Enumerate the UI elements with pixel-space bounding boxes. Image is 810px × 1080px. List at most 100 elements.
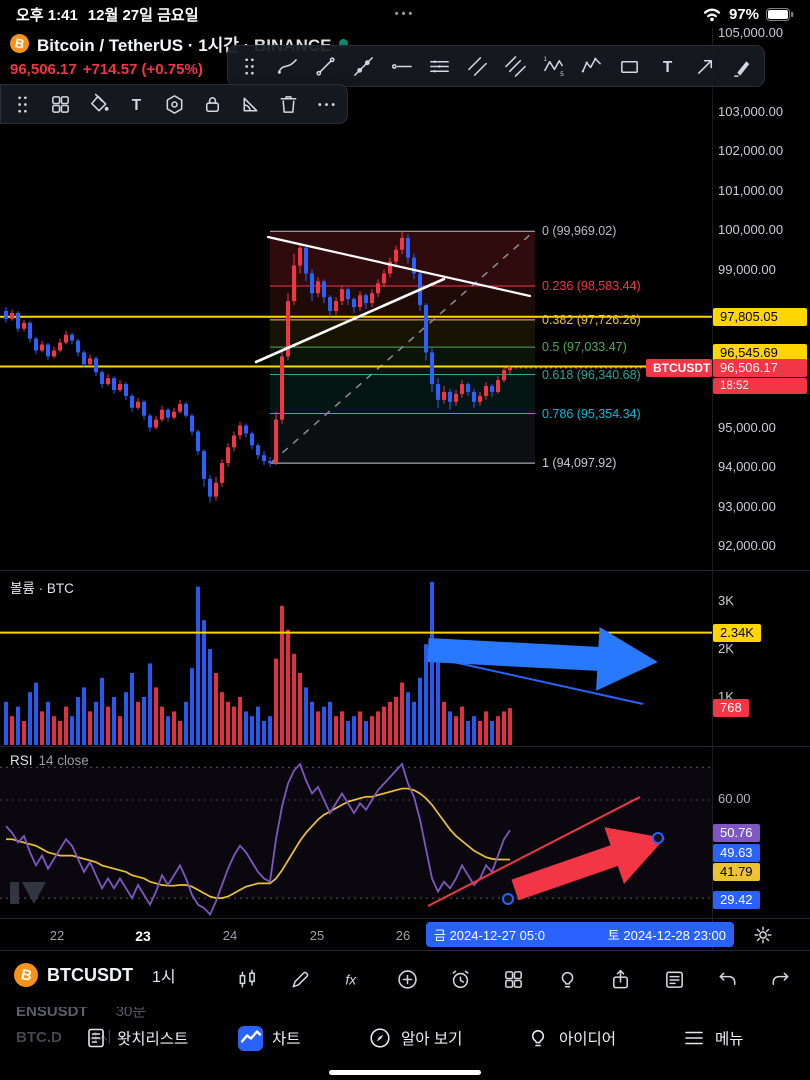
rsi-title-text: RSI — [10, 753, 33, 768]
svg-text:fx: fx — [346, 971, 358, 987]
drawing-toolbar-edit[interactable]: T — [0, 84, 348, 124]
angle-icon[interactable] — [231, 85, 269, 123]
interval-button[interactable]: 1시 — [152, 969, 176, 986]
tab-label: 아이디어 — [559, 1031, 617, 1048]
status-bar: 오후 1:41 12월 27일 금요일 ••• 97% — [0, 0, 810, 28]
news-icon[interactable] — [659, 960, 689, 998]
chartline-icon — [239, 1026, 263, 1050]
tab-watchlist[interactable]: 왓치리스트 — [84, 1020, 188, 1056]
bitcoin-logo-icon: B — [14, 963, 38, 987]
market-status-dot — [339, 39, 349, 48]
watchlist-peek-row[interactable]: ENSUSDT 30분 — [16, 1000, 146, 1021]
plus-icon[interactable] — [392, 960, 422, 998]
settings-hexagon-icon[interactable] — [155, 85, 193, 123]
tab-idea[interactable]: 아이디어 — [526, 1020, 616, 1056]
grid-layout-icon[interactable] — [41, 85, 79, 123]
rsi-subtitle-text: 14 close — [38, 753, 89, 768]
brush-icon[interactable] — [268, 47, 306, 85]
rsi-arrow-drawing[interactable] — [511, 827, 665, 901]
arrow-icon[interactable] — [686, 47, 724, 85]
wifi-icon — [703, 8, 721, 22]
extended-line-icon[interactable] — [344, 47, 382, 85]
explore-icon — [368, 1026, 392, 1050]
status-right: 97% — [702, 6, 794, 23]
tab-menu[interactable]: 메뉴 — [682, 1020, 744, 1056]
rsi-band — [0, 767, 712, 899]
rsi-trend-line[interactable] — [427, 796, 641, 907]
tradingview-watermark — [10, 882, 46, 904]
tab-explore[interactable]: 알아 보기 — [368, 1020, 462, 1056]
tab-chartline[interactable]: 차트 — [238, 1020, 301, 1056]
gear-icon — [752, 924, 774, 946]
rectangle-icon[interactable] — [610, 47, 648, 85]
undo-icon[interactable] — [713, 960, 743, 998]
candlesticks — [4, 231, 512, 503]
clock: 오후 1:41 — [16, 6, 78, 24]
volume-bars — [4, 581, 512, 745]
last-price: 96,506.17 — [10, 61, 77, 78]
axis-settings-button[interactable] — [752, 924, 774, 946]
trash-icon[interactable] — [269, 85, 307, 123]
peek-symbol: BTC.D — [16, 1029, 62, 1046]
drawing-anchor-handle[interactable] — [502, 893, 514, 905]
layout-icon[interactable] — [499, 960, 529, 998]
idea-icon — [526, 1026, 550, 1050]
tab-label: 메뉴 — [715, 1031, 744, 1048]
text-color-icon[interactable]: T — [117, 85, 155, 123]
volume-title-text: 볼륨 · BTC — [10, 581, 74, 596]
status-left: 오후 1:41 12월 27일 금요일 — [16, 4, 209, 25]
chart-bottom-toolbar: B BTCUSDT 1시 fx — [0, 951, 810, 1007]
idea-icon[interactable] — [552, 960, 582, 998]
alert-icon[interactable] — [446, 960, 476, 998]
volume-pane-title[interactable]: 볼륨 · BTC — [10, 577, 74, 597]
drag-handle-icon[interactable] — [230, 47, 268, 85]
trend-line-drawing[interactable] — [254, 277, 446, 364]
share-icon[interactable] — [606, 960, 636, 998]
selected-time-range[interactable]: 금 2024-12-27 05:0 토 2024-12-28 23:00 — [426, 922, 734, 947]
battery-icon — [766, 7, 794, 21]
marker-icon[interactable] — [724, 47, 762, 85]
tab-label: 알아 보기 — [401, 1031, 463, 1048]
trend-line-icon[interactable] — [306, 47, 344, 85]
lock-icon[interactable] — [193, 85, 231, 123]
range-start: 금 2024-12-27 05:0 — [434, 928, 545, 943]
svg-text:T: T — [662, 58, 672, 75]
horizontal-ray-icon[interactable] — [382, 47, 420, 85]
fib-retracement[interactable] — [270, 230, 535, 464]
text-icon[interactable]: T — [648, 47, 686, 85]
draw-icon[interactable] — [285, 960, 315, 998]
symbol-switcher[interactable]: B BTCUSDT 1시 — [14, 963, 176, 987]
volume-arrow-drawing[interactable] — [427, 627, 658, 691]
multi-channel-icon[interactable] — [496, 47, 534, 85]
more-options-icon[interactable] — [307, 85, 345, 123]
horizontal-lines-icon[interactable] — [420, 47, 458, 85]
rsi-pane-title[interactable]: RSI 14 close — [10, 753, 89, 768]
multitask-dots-icon: ••• — [394, 8, 416, 20]
time-axis-tick: 25 — [309, 928, 325, 943]
elliott-wave-icon[interactable] — [572, 47, 610, 85]
menu-icon — [682, 1026, 706, 1050]
battery-percent: 97% — [728, 5, 759, 23]
watchlist-icon — [84, 1026, 108, 1050]
candles-icon[interactable] — [232, 960, 262, 998]
time-axis-tick: 26 — [395, 928, 411, 943]
drawing-anchor-handle[interactable] — [652, 832, 664, 844]
paint-bucket-icon[interactable] — [79, 85, 117, 123]
trend-line-drawing[interactable] — [266, 235, 532, 298]
home-indicator[interactable] — [329, 1070, 481, 1075]
redo-icon[interactable] — [766, 960, 796, 998]
svg-text:5: 5 — [560, 71, 564, 78]
toolbar-icons: fx — [232, 960, 796, 998]
range-end: 토 2024-12-28 23:00 — [607, 928, 726, 943]
bitcoin-logo-icon: B — [10, 34, 29, 53]
svg-text:1: 1 — [543, 55, 547, 62]
parallel-channel-icon[interactable] — [458, 47, 496, 85]
fx-icon[interactable]: fx — [339, 960, 369, 998]
drag-handle-icon[interactable] — [3, 85, 41, 123]
time-axis-tick: 24 — [222, 928, 238, 943]
volume-trend-line[interactable] — [425, 655, 644, 705]
